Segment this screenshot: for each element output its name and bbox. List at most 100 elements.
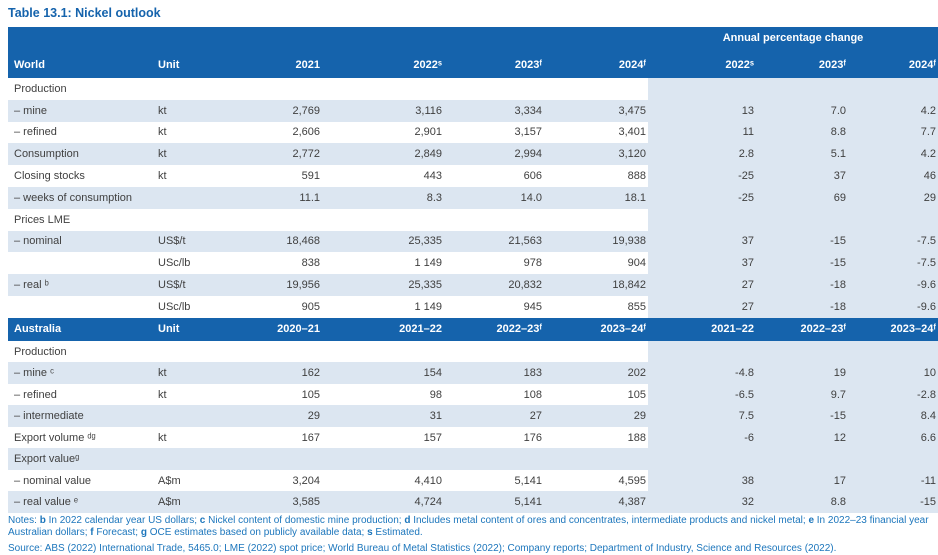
value-cell-2	[444, 78, 544, 100]
value-cell-0: 905	[234, 295, 322, 318]
value-cell-2: 108	[444, 383, 544, 406]
apc-value-cell-1: 5.1	[756, 143, 848, 166]
unit-cell: USc/lb	[156, 295, 234, 318]
apc-value-cell-2: -7.5	[848, 252, 938, 275]
table-row: – mine ᶜ kt 162 154 183 202 -4.8 19 10	[8, 362, 938, 384]
value-cell-1: 1 149	[322, 295, 444, 318]
row-label-cell: – real ᵇ	[8, 274, 156, 296]
table-row: USc/lb 838 1 149 978 904 37 -15 -7.5	[8, 252, 938, 275]
apc-value-cell-0	[648, 208, 756, 231]
apc-value-cell-1: -15	[756, 252, 848, 275]
apc-value-cell-2: -9.6	[848, 274, 938, 296]
row-label-cell: Prices LME	[8, 208, 156, 231]
australia-section-label: Australia	[8, 317, 156, 341]
apc-value-cell-1: 17	[756, 469, 848, 492]
value-cell-2: 3,157	[444, 121, 544, 144]
world-section-label: World	[8, 49, 156, 78]
value-cell-2	[444, 340, 544, 363]
value-cell-0: 838	[234, 252, 322, 275]
source-text: Source: ABS (2022) International Trade, …	[8, 542, 837, 554]
apc-value-cell-1: -18	[756, 274, 848, 296]
note-segment: In 2022–23 financial year Australian dol…	[8, 514, 929, 539]
value-cell-0: 29	[234, 405, 322, 427]
value-cell-3: 105	[544, 383, 648, 406]
apc-value-cell-2	[848, 78, 938, 100]
note-key-letter: b	[39, 514, 46, 526]
note-segment: Includes metal content of ores and conce…	[410, 514, 809, 526]
apc-value-cell-1	[756, 340, 848, 363]
australia-section-body: Production – mine ᶜ kt 162 154 183 202 -4.8 19 10…	[8, 340, 938, 513]
australia-header-row: Australia Unit 2020–21 2021–22 2022–23ᶠ 2023–…	[8, 317, 938, 341]
apc-value-cell-0: 37	[648, 252, 756, 275]
value-cell-3: 3,401	[544, 121, 648, 144]
apc-value-cell-2: -7.5	[848, 230, 938, 253]
world-year-col-3: 2024ᶠ	[544, 49, 648, 78]
value-cell-0	[234, 340, 322, 363]
unit-cell: kt	[156, 383, 234, 406]
apc-value-cell-0: -25	[648, 186, 756, 209]
apc-value-cell-1: -15	[756, 230, 848, 253]
value-cell-1: 2,849	[322, 143, 444, 166]
unit-cell: A$m	[156, 491, 234, 513]
nickel-outlook-table: Annual percentage change World Unit 2021 20…	[8, 27, 938, 513]
value-cell-2: 2,994	[444, 143, 544, 166]
value-cell-2: 978	[444, 252, 544, 275]
world-year-col-0: 2021	[234, 49, 322, 78]
value-cell-3: 188	[544, 426, 648, 449]
row-label-cell: Export volume ᵈᵍ	[8, 426, 156, 449]
value-cell-2	[444, 448, 544, 470]
unit-cell: USc/lb	[156, 252, 234, 275]
unit-cell	[156, 340, 234, 363]
value-cell-0: 3,585	[234, 491, 322, 513]
world-apc-col-0: 2022ˢ	[648, 49, 756, 78]
unit-cell	[156, 208, 234, 231]
value-cell-1: 4,724	[322, 491, 444, 513]
table-title: Table 13.1: Nickel outlook	[8, 6, 161, 20]
value-cell-1: 31	[322, 405, 444, 427]
row-label-cell: Production	[8, 340, 156, 363]
table-row: Export volume ᵈᵍ kt 167 157 176 188 -6 12 6.6	[8, 426, 938, 449]
australia-year-col-0: 2020–21	[234, 317, 322, 341]
table-row: – real ᵇ US$/t 19,956 25,335 20,832 18,842 27-…	[8, 274, 938, 296]
header-spacer-cell	[8, 27, 648, 49]
value-cell-1: 8.3	[322, 186, 444, 209]
apc-value-cell-2: -15	[848, 491, 938, 513]
unit-cell: kt	[156, 426, 234, 449]
unit-cell: US$/t	[156, 230, 234, 253]
value-cell-2: 5,141	[444, 491, 544, 513]
table-row: – weeks of consumption 11.1 8.3 14.0 18.1 -25…	[8, 186, 938, 209]
value-cell-0: 11.1	[234, 186, 322, 209]
australia-year-col-1: 2021–22	[322, 317, 444, 341]
apc-value-cell-1: 12	[756, 426, 848, 449]
apc-value-cell-1: 9.7	[756, 383, 848, 406]
apc-header-label: Annual percentage change	[648, 27, 938, 49]
apc-value-cell-2: 6.6	[848, 426, 938, 449]
note-segment: Nickel content of domestic mine producti…	[205, 514, 405, 526]
value-cell-1: 25,335	[322, 230, 444, 253]
unit-cell: kt	[156, 143, 234, 166]
apc-value-cell-2	[848, 340, 938, 363]
note-segment: In 2022 calendar year US dollars;	[45, 514, 200, 526]
value-cell-3: 202	[544, 362, 648, 384]
apc-value-cell-0: -25	[648, 165, 756, 187]
value-cell-2: 183	[444, 362, 544, 384]
value-cell-0	[234, 78, 322, 100]
world-unit-header: Unit	[156, 49, 234, 78]
apc-value-cell-0: -6	[648, 426, 756, 449]
apc-value-cell-0: 32	[648, 491, 756, 513]
value-cell-0: 18,468	[234, 230, 322, 253]
table-row: – refined kt 105 98 108 105 -6.5 9.7 -2.8	[8, 383, 938, 406]
apc-value-cell-1	[756, 208, 848, 231]
value-cell-0: 3,204	[234, 469, 322, 492]
value-cell-1	[322, 208, 444, 231]
row-label-cell: – mine ᶜ	[8, 362, 156, 384]
value-cell-3: 29	[544, 405, 648, 427]
row-label-cell: Export valueᵍ	[8, 448, 156, 470]
table-row: Production	[8, 340, 938, 363]
note-key-letter: d	[404, 514, 411, 526]
apc-value-cell-0: 38	[648, 469, 756, 492]
world-section-body: Production – mine kt 2,769 3,116 3,334 3,475 13…	[8, 78, 938, 318]
australia-apc-col-0: 2021–22	[648, 317, 756, 341]
apc-value-cell-2: -11	[848, 469, 938, 492]
apc-value-cell-2: 7.7	[848, 121, 938, 144]
